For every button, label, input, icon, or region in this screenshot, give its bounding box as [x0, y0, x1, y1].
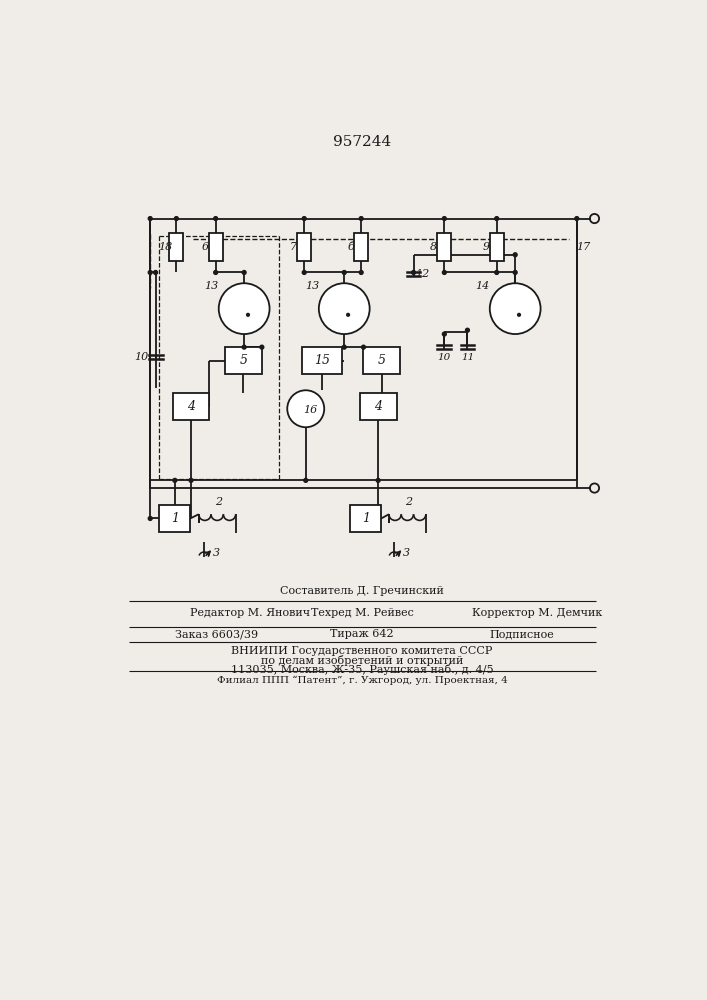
Bar — [360, 393, 397, 420]
Circle shape — [359, 217, 363, 220]
Text: Тираж 642: Тираж 642 — [330, 629, 394, 639]
Circle shape — [319, 283, 370, 334]
Text: 13: 13 — [305, 281, 319, 291]
Bar — [354, 233, 368, 261]
Text: 4: 4 — [374, 400, 382, 413]
Circle shape — [495, 271, 498, 274]
Text: Редактор М. Янович: Редактор М. Янович — [190, 608, 310, 618]
Text: 5: 5 — [240, 354, 247, 367]
Circle shape — [175, 217, 178, 220]
Text: б: б — [347, 242, 354, 252]
Circle shape — [518, 313, 520, 316]
Bar — [225, 347, 262, 374]
Circle shape — [443, 332, 446, 336]
Circle shape — [287, 390, 325, 427]
Bar — [363, 347, 400, 374]
Text: 15: 15 — [314, 354, 330, 367]
Circle shape — [376, 478, 380, 482]
Text: 9: 9 — [482, 242, 489, 252]
Text: 10: 10 — [134, 352, 149, 362]
Circle shape — [243, 345, 246, 349]
Circle shape — [304, 478, 308, 482]
Circle shape — [189, 478, 193, 482]
Circle shape — [361, 345, 366, 349]
Circle shape — [490, 283, 541, 334]
Circle shape — [359, 271, 363, 274]
Text: 16: 16 — [303, 405, 317, 415]
Text: по делам изобретений и открытий: по делам изобретений и открытий — [261, 655, 463, 666]
Text: 113035, Москва, Ж-35, Раушская наб., д. 4/5: 113035, Москва, Ж-35, Раушская наб., д. … — [230, 664, 493, 675]
Text: Техред М. Рейвес: Техред М. Рейвес — [310, 608, 414, 618]
Circle shape — [575, 217, 579, 220]
Circle shape — [148, 271, 152, 274]
Bar — [173, 393, 209, 420]
Circle shape — [214, 271, 218, 274]
Circle shape — [342, 271, 346, 274]
Text: Филиал ППП “Патент”, г. Ужгород, ул. Проектная, 4: Филиал ППП “Патент”, г. Ужгород, ул. Про… — [216, 676, 508, 685]
Circle shape — [214, 217, 218, 220]
Circle shape — [513, 271, 517, 274]
Bar — [209, 233, 223, 261]
Circle shape — [260, 345, 264, 349]
Text: 13: 13 — [205, 281, 219, 291]
Circle shape — [513, 253, 517, 257]
Circle shape — [247, 313, 250, 316]
Text: Подписное: Подписное — [489, 629, 554, 639]
Text: 957244: 957244 — [333, 135, 391, 149]
Circle shape — [153, 271, 158, 274]
Circle shape — [303, 271, 306, 274]
Text: 3: 3 — [213, 548, 220, 558]
Text: 3: 3 — [403, 548, 410, 558]
Text: 1: 1 — [362, 512, 370, 525]
Bar — [150, 219, 577, 488]
Text: Заказ 6603/39: Заказ 6603/39 — [175, 629, 258, 639]
Text: 7: 7 — [290, 242, 297, 252]
Bar — [170, 233, 183, 261]
Circle shape — [443, 217, 446, 220]
Text: 11: 11 — [461, 353, 474, 362]
Text: 8: 8 — [430, 242, 437, 252]
Text: 2: 2 — [215, 497, 222, 507]
Text: 10: 10 — [438, 353, 451, 362]
Text: 18: 18 — [158, 242, 173, 252]
Circle shape — [411, 271, 416, 274]
Circle shape — [303, 217, 306, 220]
Text: 4: 4 — [187, 400, 195, 413]
Text: Составитель Д. Гречинский: Составитель Д. Гречинский — [280, 586, 444, 596]
Text: 6: 6 — [201, 242, 209, 252]
Bar — [438, 233, 451, 261]
Text: 2: 2 — [405, 497, 412, 507]
Text: ВНИИПИ Государственного комитета СССР: ВНИИПИ Государственного комитета СССР — [231, 646, 493, 656]
Bar — [351, 505, 381, 532]
Circle shape — [495, 217, 498, 220]
Circle shape — [218, 283, 269, 334]
Circle shape — [173, 478, 177, 482]
Bar — [160, 505, 190, 532]
Circle shape — [148, 217, 152, 220]
Circle shape — [465, 328, 469, 332]
Text: 5: 5 — [378, 354, 386, 367]
Circle shape — [342, 345, 346, 349]
Circle shape — [443, 271, 446, 274]
Circle shape — [346, 313, 349, 316]
Text: 14: 14 — [476, 281, 490, 291]
Text: Корректор М. Демчик: Корректор М. Демчик — [472, 608, 602, 618]
Circle shape — [148, 517, 152, 520]
Bar — [297, 233, 311, 261]
Text: 1: 1 — [171, 512, 179, 525]
Text: 12: 12 — [416, 269, 430, 279]
Circle shape — [243, 271, 246, 274]
Bar — [302, 347, 342, 374]
Bar — [490, 233, 503, 261]
Text: 17: 17 — [575, 242, 590, 252]
